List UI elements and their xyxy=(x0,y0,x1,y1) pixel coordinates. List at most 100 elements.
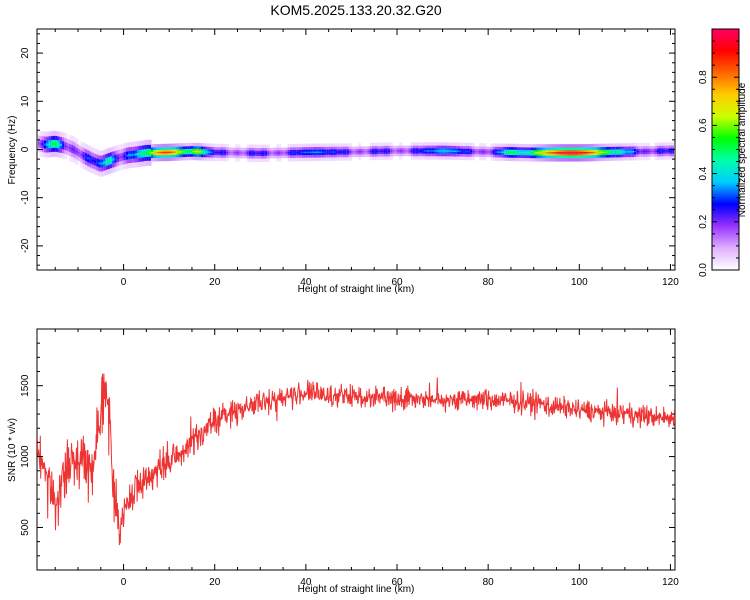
spectrogram-cell xyxy=(210,151,214,153)
spectrogram-cell xyxy=(173,151,177,153)
spectrogram-cell xyxy=(422,150,425,152)
spectrogram-cell xyxy=(577,152,580,154)
spectrogram-cell xyxy=(194,150,198,153)
spectrogram-panel: 0 20 40 60 80 100 120 -20 -10 0 10 20 Height of str… xyxy=(7,28,679,295)
spectrogram-cell xyxy=(572,152,576,154)
spectrogram-cell xyxy=(633,150,637,153)
spectrogram-cell xyxy=(164,151,168,154)
spectrogram-cell xyxy=(479,151,482,153)
spectrogram-cell xyxy=(219,151,223,154)
snr-x-label: Height of straight line (km) xyxy=(298,584,415,595)
spectrogram-cell xyxy=(144,151,147,155)
spectrogram-cell xyxy=(656,150,660,152)
spectrogram-cell xyxy=(205,151,209,153)
snr-series-line xyxy=(37,373,675,546)
spectrogram-cell xyxy=(563,152,567,154)
spectrogram-cell xyxy=(52,142,56,145)
spectrogram-cell xyxy=(112,158,116,161)
spectrogram-cell xyxy=(399,150,403,152)
spectrogram-cell xyxy=(540,152,544,154)
spectrogram-cell xyxy=(73,149,77,152)
spectrogram-cell xyxy=(522,151,526,154)
spectrogram-cell xyxy=(488,151,492,153)
y-tick-label: -20 xyxy=(20,238,31,253)
spectrogram-cell xyxy=(96,161,100,164)
spectrogram-cell xyxy=(294,151,298,154)
spectrogram-cell xyxy=(476,150,480,153)
spectrogram-cell xyxy=(203,151,207,153)
spectrogram-cell xyxy=(501,151,505,153)
colorbar-ticks: 0.0 0.2 0.4 0.6 0.8 xyxy=(698,28,739,277)
spectrogram-cell xyxy=(643,150,646,153)
x-tick-label: 40 xyxy=(300,277,312,288)
spectrogram-cell xyxy=(654,150,658,152)
spectrogram-cell xyxy=(82,154,86,157)
spectrogram-cell xyxy=(508,151,512,154)
spectrogram-cell xyxy=(558,152,562,154)
spectrogram-cell xyxy=(75,150,79,153)
spectrogram-cell xyxy=(652,150,656,153)
spectrogram-cell xyxy=(68,146,72,150)
spectrogram-cell xyxy=(226,151,229,154)
spectrogram-cell xyxy=(148,151,152,154)
spectrogram-cell xyxy=(55,142,59,146)
spectrogram-cell xyxy=(171,151,175,153)
spectrogram-cell xyxy=(622,151,626,153)
spectrogram-cell xyxy=(130,153,134,157)
spectrogram-cell xyxy=(356,151,359,153)
spectrogram-cell xyxy=(606,151,610,153)
x-tick-label: 100 xyxy=(571,277,588,288)
spectrogram-cell xyxy=(160,151,163,154)
snr-axes: 0 20 40 60 80 100 120 500 1000 1500 xyxy=(20,328,679,588)
spectrogram-cell xyxy=(328,151,332,153)
spectrogram-cell xyxy=(103,161,106,164)
spectrogram-cell xyxy=(39,142,43,145)
spectrogram-cell xyxy=(353,151,357,153)
colorbar-tick-label: 0.4 xyxy=(698,166,709,180)
y-tick-label: 1000 xyxy=(20,445,31,468)
spectrogram-cell xyxy=(371,150,375,153)
spectrogram-cell xyxy=(139,152,143,155)
spectrogram-cell xyxy=(223,151,227,154)
spectrogram-cell xyxy=(137,153,141,156)
spectrogram-cell xyxy=(155,151,159,154)
spectrogram-cell xyxy=(187,150,191,153)
spectrogram-cell xyxy=(283,152,286,154)
spectrogram-cell xyxy=(191,150,195,153)
spectrogram-cell xyxy=(80,153,84,156)
snr-panel: 0 20 40 60 80 100 120 500 1000 1500 Height of str… xyxy=(7,328,679,595)
spectrogram-cell xyxy=(533,152,537,154)
colorbar-tick-label: 0.6 xyxy=(698,118,709,132)
spectrogram-cell xyxy=(615,151,619,153)
spectrogram-cell xyxy=(672,150,674,152)
spectrogram-cell xyxy=(590,151,594,154)
spectrogram-cell xyxy=(636,150,640,153)
spectrogram-cell xyxy=(670,150,674,152)
spectrogram-plot-area xyxy=(38,130,674,177)
spectrogram-cell xyxy=(629,151,633,153)
spectrogram-cell xyxy=(91,159,95,162)
spectrogram-cell xyxy=(447,150,451,152)
y-tick-label: 0 xyxy=(20,146,31,152)
spectrogram-cell xyxy=(43,143,47,146)
spectrogram-cell xyxy=(78,152,81,155)
spectrogram-cell xyxy=(105,160,109,163)
spectrogram-cell xyxy=(169,151,173,154)
spectrogram-cell xyxy=(123,155,127,158)
spectrogram-cell xyxy=(426,150,430,152)
spectrogram-cell xyxy=(383,150,387,152)
spectrogram-cell xyxy=(267,152,271,154)
spectrogram-cell xyxy=(545,152,548,154)
spectrogram-cell xyxy=(157,151,161,154)
spectrogram-cell xyxy=(289,151,293,154)
spectrogram-cell xyxy=(305,151,309,154)
spectrogram-cell xyxy=(453,150,457,152)
y-tick-label: 500 xyxy=(20,519,31,536)
x-tick-label: 120 xyxy=(662,277,679,288)
spectrogram-cell xyxy=(292,151,296,154)
spectrogram-cell xyxy=(303,151,307,154)
spectrogram-cell xyxy=(342,151,346,153)
spectrogram-cell xyxy=(321,151,325,153)
spectrogram-cell xyxy=(214,151,218,154)
spectrogram-cell xyxy=(579,152,583,154)
